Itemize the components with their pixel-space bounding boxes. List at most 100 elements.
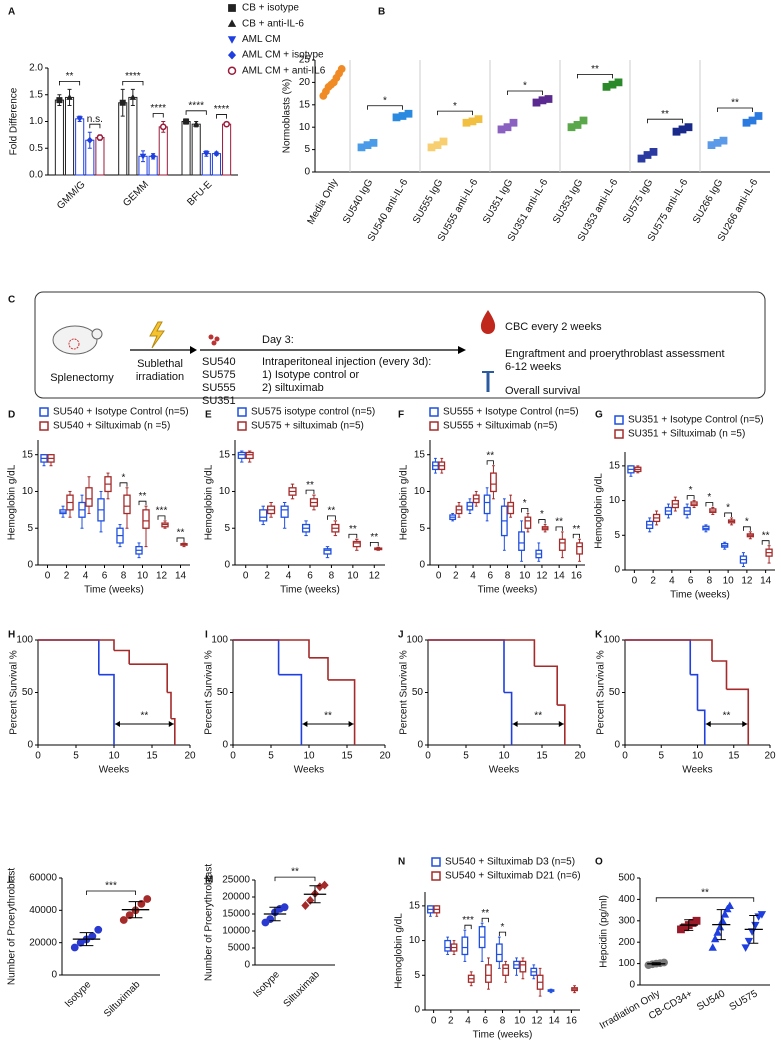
significance-label: ** bbox=[534, 711, 542, 722]
y-tick-label: 0 bbox=[614, 740, 620, 751]
box bbox=[237, 451, 246, 460]
x-tick-label: Isotype bbox=[63, 979, 94, 1010]
y-tick-label: 10 bbox=[609, 495, 621, 506]
significance-label: * bbox=[523, 81, 527, 92]
data-point bbox=[643, 151, 652, 159]
y-tick-label: 10 bbox=[409, 935, 421, 946]
diagram-text: 6-12 weeks bbox=[505, 361, 562, 373]
data-point bbox=[710, 934, 720, 943]
x-axis-label: Time (weeks) bbox=[84, 585, 144, 596]
significance-label: **** bbox=[214, 104, 230, 115]
significance-label: ** bbox=[141, 711, 149, 722]
box bbox=[483, 494, 491, 515]
data-point bbox=[684, 123, 693, 132]
significance-bracket bbox=[717, 107, 753, 112]
survival-step bbox=[114, 649, 130, 665]
legend-label: SU351 + Isotype Control (n=5) bbox=[628, 415, 764, 426]
y-tick-label: 25000 bbox=[222, 875, 250, 886]
y-tick-label: 0 bbox=[27, 740, 33, 751]
y-tick-label: 10 bbox=[22, 486, 34, 497]
data-point bbox=[468, 117, 477, 126]
x-tick-label: 2 bbox=[448, 1016, 454, 1027]
x-tick-label: 2 bbox=[264, 571, 270, 582]
legend-label: SU540 + Siltuximab (n =5) bbox=[53, 421, 170, 432]
x-tick-label: SU555 IgG bbox=[411, 177, 445, 226]
y-tick-label: 0 bbox=[304, 167, 310, 178]
survival-step bbox=[697, 709, 706, 745]
y-tick-label: 10000 bbox=[222, 926, 250, 937]
data-point bbox=[301, 901, 310, 910]
survival-step bbox=[557, 704, 566, 745]
survival-step bbox=[38, 639, 100, 675]
x-tick-label: 12 bbox=[536, 571, 548, 582]
bar-marker bbox=[223, 120, 230, 128]
box bbox=[576, 542, 583, 555]
significance-bracket bbox=[367, 105, 403, 110]
x-tick-label: 6 bbox=[688, 576, 694, 587]
bar bbox=[191, 123, 201, 176]
diagram-text: SU540 bbox=[202, 356, 236, 368]
box bbox=[259, 509, 268, 522]
x-tick-label: 5 bbox=[268, 751, 274, 762]
data-point bbox=[503, 123, 512, 132]
data-point bbox=[266, 915, 275, 923]
bar-marker bbox=[56, 97, 63, 104]
panel-letter: N bbox=[398, 857, 405, 868]
box bbox=[518, 531, 525, 551]
y-tick-label: 0 bbox=[414, 1005, 420, 1016]
survival-step bbox=[428, 639, 536, 667]
bar bbox=[95, 137, 105, 176]
x-tick-label: 12 bbox=[741, 576, 753, 587]
bar bbox=[75, 118, 85, 176]
box bbox=[558, 538, 566, 551]
x-tick-label: 10 bbox=[519, 571, 531, 582]
x-axis-label: Weeks bbox=[99, 765, 129, 776]
y-tick-label: 20 bbox=[299, 77, 311, 88]
bar-marker bbox=[76, 116, 83, 123]
y-tick-label: 100 bbox=[211, 635, 228, 646]
x-tick-label: 0 bbox=[632, 576, 638, 587]
y-tick-label: 5 bbox=[614, 530, 620, 541]
y-tick-label: 0 bbox=[417, 740, 423, 751]
data-point bbox=[660, 958, 668, 967]
significance-label: ** bbox=[481, 908, 489, 919]
bar-marker bbox=[129, 94, 137, 100]
survival-step bbox=[726, 688, 750, 745]
data-point bbox=[678, 125, 687, 134]
x-tick-label: 10 bbox=[303, 751, 315, 762]
legend-label: SU575 + siltuximab (n=5) bbox=[251, 421, 364, 432]
diagram-text: Day 3: bbox=[262, 334, 294, 346]
y-tick-label: 10 bbox=[414, 486, 426, 497]
significance-bracket bbox=[305, 489, 315, 495]
panel-letter: H bbox=[8, 630, 15, 641]
significance-bracket bbox=[647, 118, 683, 124]
y-axis-label: Percent Survival % bbox=[9, 650, 20, 735]
data-point bbox=[433, 141, 442, 150]
survival-step bbox=[233, 639, 310, 658]
survival-step bbox=[690, 673, 699, 711]
x-tick-label: 15 bbox=[146, 751, 158, 762]
y-tick-label: 15 bbox=[414, 449, 426, 460]
x-tick-label: 0 bbox=[230, 751, 236, 762]
x-tick-label: 8 bbox=[505, 571, 511, 582]
legend-label: SU555 + Siltuximab (n=5) bbox=[443, 421, 558, 432]
data-point bbox=[713, 138, 722, 147]
significance-label: ** bbox=[324, 711, 332, 722]
x-tick-label: Media Only bbox=[306, 177, 341, 226]
data-point bbox=[692, 916, 701, 925]
significance-bracket bbox=[498, 931, 507, 937]
x-axis-label: Time (weeks) bbox=[473, 1030, 533, 1041]
significance-label: ** bbox=[139, 491, 147, 502]
y-tick-label: 15 bbox=[609, 461, 621, 472]
x-tick-label: 10 bbox=[108, 751, 120, 762]
y-tick-label: 0 bbox=[222, 740, 228, 751]
significance-bracket bbox=[122, 81, 144, 86]
x-tick-label: 6 bbox=[487, 571, 493, 582]
data-point bbox=[369, 138, 378, 147]
x-tick-label: 8 bbox=[329, 571, 335, 582]
significance-label: * bbox=[707, 492, 711, 503]
data-point bbox=[742, 118, 751, 127]
y-axis-label: Hemoglobin g/dL bbox=[7, 464, 18, 540]
bar-marker bbox=[183, 118, 190, 125]
legend-marker bbox=[237, 407, 247, 417]
